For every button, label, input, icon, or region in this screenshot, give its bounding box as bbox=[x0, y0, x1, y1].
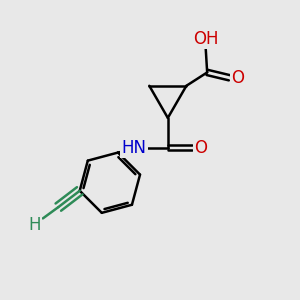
Text: H: H bbox=[28, 216, 41, 234]
Text: O: O bbox=[194, 139, 207, 157]
Text: O: O bbox=[231, 69, 244, 87]
Text: HN: HN bbox=[122, 139, 146, 157]
Text: OH: OH bbox=[193, 29, 218, 47]
